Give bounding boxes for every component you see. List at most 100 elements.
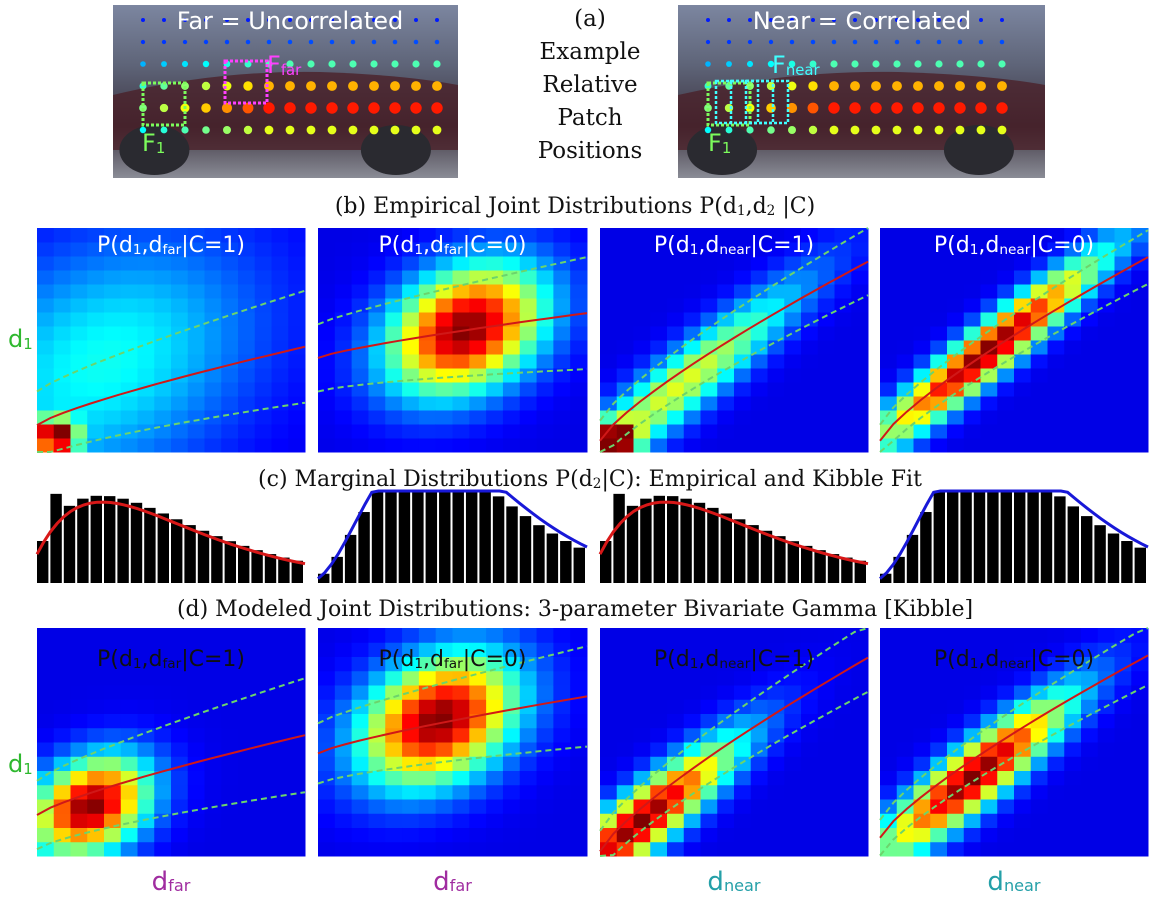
heat-cell (767, 410, 785, 425)
heat-cell (801, 312, 819, 327)
heat-cell (1014, 284, 1032, 299)
heat-cell (104, 727, 122, 743)
heat-cell (271, 256, 289, 271)
heat-cell (334, 813, 353, 828)
heat-cell (633, 270, 651, 285)
heat-cell (801, 813, 819, 828)
heat-cell (717, 770, 735, 786)
heat-cell (600, 742, 618, 757)
heat-cell (351, 424, 369, 439)
heat-cell (53, 656, 71, 672)
quantile-curve (599, 294, 869, 453)
heat-cell (486, 298, 504, 313)
heat-cell (385, 312, 403, 327)
heat-cell (271, 312, 289, 327)
hist-bar (144, 507, 156, 583)
heat-cell (1097, 799, 1115, 814)
text-part: |C=0) (463, 233, 527, 258)
patch-dot (139, 126, 147, 134)
heat-cell (519, 713, 538, 729)
heat-cell (1014, 340, 1032, 355)
heat-cell (947, 298, 965, 313)
heat-cell (851, 228, 869, 243)
heat-cell (930, 410, 948, 425)
heat-cell (1081, 298, 1099, 313)
heat-cell (318, 656, 336, 672)
heat-cell (104, 799, 122, 814)
heat-cell (750, 799, 768, 814)
heat-cell (334, 756, 353, 771)
plot-title: P(d1,dnear|C=0) (934, 233, 1094, 258)
heat-cell (120, 340, 138, 355)
heat-cell (1097, 256, 1115, 271)
patch-dot (224, 39, 230, 45)
heat-cell (1081, 784, 1099, 800)
heat-cell (570, 326, 588, 341)
heat-cell (53, 242, 71, 257)
heat-cell (1064, 340, 1082, 355)
heat-cell (817, 354, 835, 369)
heat-cell (288, 742, 306, 757)
heat-cell (452, 642, 470, 657)
heat-cell (120, 742, 138, 757)
heat-cell (683, 813, 701, 828)
heat-cell (536, 354, 554, 369)
heat-cell (70, 410, 88, 425)
text-part: F (267, 51, 281, 79)
text-part: d (433, 867, 450, 897)
heat-cell (418, 340, 437, 355)
heat-cell (271, 799, 289, 814)
heat-cell (435, 242, 453, 257)
heat-cell (1030, 642, 1048, 657)
heat-cell (750, 270, 768, 285)
patch-dot (327, 81, 337, 91)
heat-cell (717, 642, 735, 657)
heat-cell (963, 628, 981, 643)
heat-cell (1114, 813, 1132, 828)
heat-cell (633, 382, 651, 397)
heat-cell (717, 742, 735, 757)
hist-bar (893, 556, 905, 583)
heat-cell (947, 396, 965, 411)
heat-cell (616, 656, 634, 672)
heat-cell (700, 368, 718, 383)
heat-cell (1064, 382, 1082, 397)
heat-cell (1131, 756, 1149, 771)
heat-cell (418, 368, 437, 383)
heat-cell (947, 642, 965, 657)
heat-cell (536, 713, 554, 729)
patch-dot (808, 81, 818, 91)
patch-dot (853, 18, 857, 22)
heat-cell (817, 742, 835, 757)
heat-cell (1081, 727, 1099, 743)
heat-cell (947, 685, 965, 700)
hist-bar (1000, 491, 1012, 583)
heat-cell (650, 799, 668, 814)
heat-cell (896, 656, 914, 672)
heat-cell (254, 438, 272, 453)
heat-cell (817, 699, 835, 714)
heat-cell (930, 340, 948, 355)
heat-cell (667, 813, 685, 828)
heat-cell (1131, 770, 1149, 786)
patch-dot (328, 60, 336, 68)
heat-cell (154, 284, 172, 299)
heat-cell (104, 312, 122, 327)
heat-cell (734, 642, 752, 657)
heat-cell (834, 628, 852, 643)
heat-cell (1047, 841, 1065, 857)
heat-cell (616, 713, 634, 729)
heat-cell (851, 424, 869, 439)
heat-cell (880, 685, 898, 700)
heat-cell (616, 368, 634, 383)
subscript: 1 (722, 139, 731, 157)
heat-cell (683, 685, 701, 700)
patch-label: Fnear (772, 51, 821, 79)
heat-cell (351, 656, 369, 672)
heat-cell (137, 656, 155, 672)
heat-cell (187, 438, 205, 453)
heat-cell (53, 284, 71, 299)
patch-dot (308, 39, 314, 45)
heat-cell (570, 813, 588, 828)
heat-cell (1097, 827, 1115, 843)
